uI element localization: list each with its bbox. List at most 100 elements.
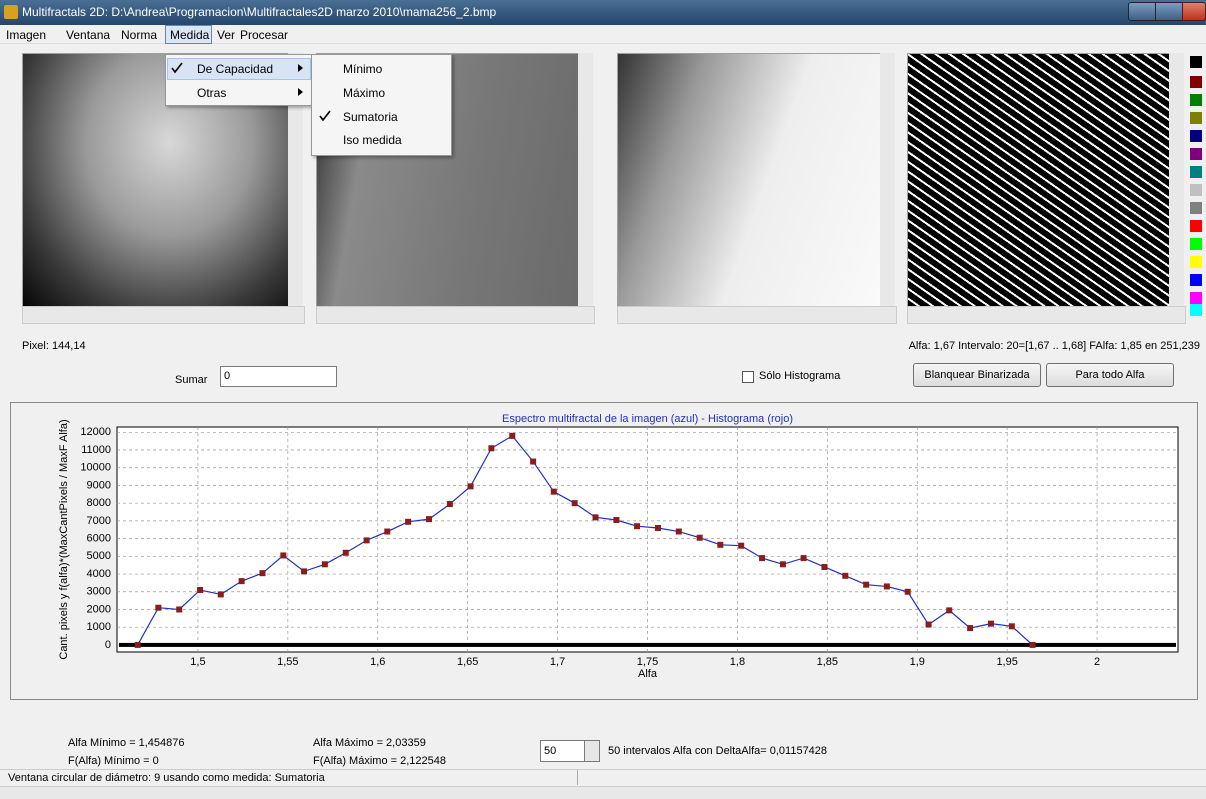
data-point [551, 489, 557, 495]
data-point [176, 606, 182, 612]
menu-item[interactable]: Imagen [6, 28, 46, 42]
submenu-arrow [298, 64, 304, 98]
scrollbar[interactable] [1169, 53, 1184, 306]
data-point [738, 543, 744, 549]
checkbox[interactable] [742, 371, 754, 383]
minimize-button[interactable] [1128, 2, 1156, 21]
status-separator [577, 770, 578, 785]
plot-area [117, 427, 1178, 652]
x-tick-label: 1,6 [370, 656, 385, 668]
y-tick-label: 2000 [87, 603, 111, 615]
data-point [280, 552, 286, 558]
y-tick-label: 11000 [81, 444, 111, 456]
data-point [676, 529, 682, 535]
y-tick-label: 6000 [87, 533, 111, 545]
alfa-info: Alfa: 1,67 Intervalo: 20=[1,67 .. 1,68] … [909, 340, 1200, 352]
data-point [926, 622, 932, 628]
data-point [447, 501, 453, 507]
data-point [384, 529, 390, 535]
menu-item[interactable]: Mínimo [343, 62, 382, 76]
menu-item[interactable]: Medida [170, 28, 209, 42]
checkbox-label[interactable]: Sólo Histograma [759, 370, 840, 382]
image-panel [907, 53, 1171, 308]
menu-item[interactable]: Iso medida [343, 133, 402, 147]
sumar-input[interactable]: 0 [220, 366, 337, 387]
status-text: Ventana circular de diámetro: 9 usando c… [8, 772, 325, 784]
scrollbar[interactable] [578, 53, 593, 306]
data-point [967, 625, 973, 631]
menu-item[interactable]: Ver [217, 28, 235, 42]
y-tick-label: 0 [105, 639, 111, 651]
data-point [988, 621, 994, 627]
menu-item[interactable]: Sumatoria [343, 110, 398, 124]
y-tick-label: 8000 [87, 497, 111, 509]
data-point [780, 561, 786, 567]
x-tick-label: 1,55 [277, 656, 298, 668]
scrollbar[interactable] [22, 306, 305, 324]
palette [1189, 56, 1203, 316]
y-tick-label: 5000 [87, 550, 111, 562]
x-tick-label: 1,65 [457, 656, 478, 668]
data-point [655, 525, 661, 531]
data-point [426, 516, 432, 522]
data-point [572, 500, 578, 506]
x-tick-label: 1,7 [550, 656, 565, 668]
x-tick-label: 1,75 [637, 656, 658, 668]
scrollbar[interactable] [907, 306, 1186, 324]
y-axis-label: Cant. pixels y f(alfa)*(MaxCantPixels / … [58, 419, 70, 659]
spinner[interactable] [584, 740, 600, 762]
data-point [842, 573, 848, 579]
stat: Alfa Máximo = 2,03359 [313, 737, 426, 749]
data-point [405, 519, 411, 525]
scrollbar[interactable] [617, 306, 897, 324]
chart: Espectro multifractal de la imagen (azul… [10, 402, 1198, 700]
y-tick-label: 10000 [80, 462, 111, 474]
data-point [905, 589, 911, 595]
menu-item[interactable]: Otras [197, 86, 226, 100]
stat: Alfa Mínimo = 1,454876 [68, 737, 185, 749]
close-button[interactable] [1182, 2, 1206, 21]
button[interactable]: Blanquear Binarizada [913, 363, 1041, 387]
data-point [218, 591, 224, 597]
pixel-info: Pixel: 144,14 [22, 340, 86, 352]
data-point [821, 564, 827, 570]
x-tick-label: 1,5 [190, 656, 205, 668]
y-tick-label: 7000 [87, 515, 111, 527]
stat: F(Alfa) Máximo = 2,122548 [313, 755, 446, 767]
button[interactable]: Para todo Alfa [1046, 363, 1174, 387]
data-point [468, 483, 474, 489]
data-point [1030, 642, 1036, 648]
data-point [364, 537, 370, 543]
data-point [197, 587, 203, 593]
menu-item[interactable]: Ventana [66, 28, 110, 42]
x-tick-label: 1,95 [996, 656, 1017, 668]
data-point [322, 561, 328, 567]
data-point [239, 578, 245, 584]
sumar-label: Sumar [175, 374, 207, 386]
x-axis-label: Alfa [638, 668, 658, 680]
y-tick-label: 1000 [87, 621, 111, 633]
scrollbar[interactable] [316, 306, 595, 324]
y-tick-label: 12000 [80, 426, 111, 438]
maximize-button[interactable] [1155, 2, 1183, 21]
data-point [259, 570, 265, 576]
window-title: Multifractals 2D: D:\Andrea\Programacion… [22, 5, 496, 19]
data-point [155, 605, 161, 611]
x-tick-label: 2 [1094, 656, 1100, 668]
menu-item[interactable]: Máximo [343, 86, 385, 100]
horizontal-scrollbar[interactable] [0, 786, 1206, 799]
chart-title: Espectro multifractal de la imagen (azul… [502, 413, 793, 425]
intervals-text: 50 intervalos Alfa con DeltaAlfa= 0,0115… [608, 745, 827, 757]
menu-item[interactable]: De Capacidad [197, 62, 273, 76]
data-point [759, 555, 765, 561]
scrollbar[interactable] [880, 53, 895, 306]
check-icon [318, 110, 332, 122]
x-tick-label: 1,85 [817, 656, 838, 668]
menu-item[interactable]: Norma [121, 28, 157, 42]
y-tick-label: 4000 [87, 568, 111, 580]
data-point [697, 535, 703, 541]
x-tick-label: 1,9 [910, 656, 925, 668]
menu-item[interactable]: Procesar [240, 28, 288, 42]
app-icon [4, 5, 18, 19]
intervals-input[interactable]: 50 [540, 740, 585, 762]
